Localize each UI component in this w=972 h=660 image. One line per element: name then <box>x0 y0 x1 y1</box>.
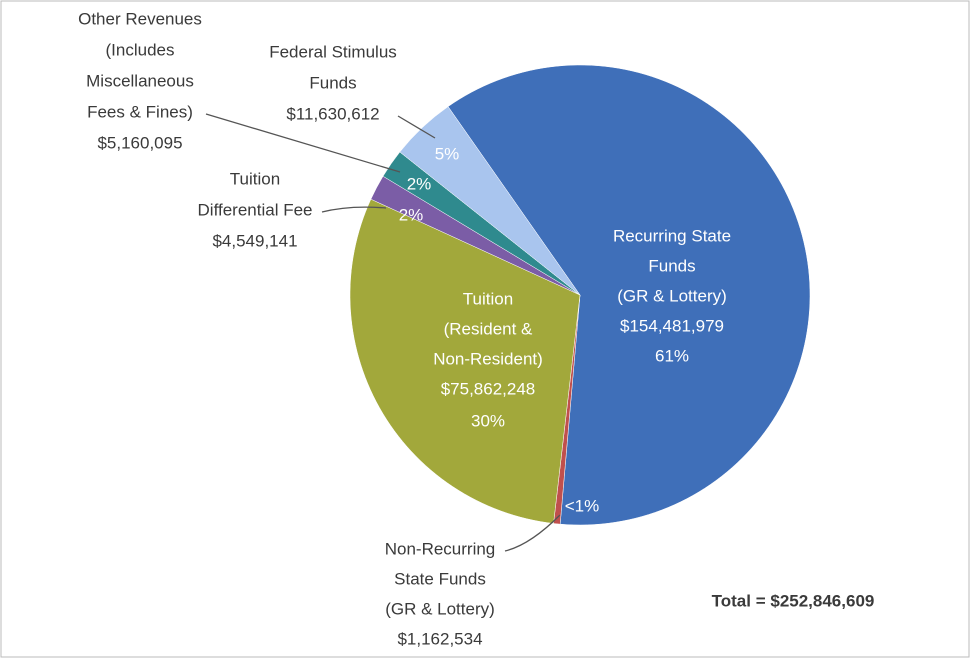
slice-label: Non-Resident) <box>433 349 543 368</box>
slice-label: (GR & Lottery) <box>617 286 727 305</box>
leader-line <box>397 115 436 139</box>
value-label: $1,162,534 <box>397 629 482 648</box>
slice-label: Fees & Fines) <box>87 102 193 121</box>
leader-line <box>321 206 387 213</box>
slice-label: Federal Stimulus <box>269 42 397 61</box>
value-label: $4,549,141 <box>212 231 297 250</box>
percent-label: 2% <box>407 174 432 193</box>
value-label: $5,160,095 <box>97 133 182 152</box>
percent-label: 61% <box>655 346 689 365</box>
slice-label: Tuition <box>230 169 280 188</box>
percent-label: <1% <box>565 496 600 515</box>
slice-label: Non-Recurring <box>385 539 496 558</box>
pie-slice <box>399 106 581 296</box>
percent-label: 2% <box>399 205 424 224</box>
percent-label: 5% <box>435 144 460 163</box>
slice-label: Differential Fee <box>198 200 313 219</box>
pie-slice <box>447 64 811 526</box>
value-label: $11,630,612 <box>286 104 379 123</box>
slice-label: Tuition <box>463 289 513 308</box>
total-annotation: Total = $252,846,609 <box>712 591 875 610</box>
slice-label: State Funds <box>394 569 486 588</box>
value-label: $154,481,979 <box>620 316 724 335</box>
slice-label: Recurring State <box>613 226 731 245</box>
slice-label: Other Revenues <box>78 9 202 28</box>
percent-label: 30% <box>471 411 505 430</box>
slice-label: Miscellaneous <box>86 71 194 90</box>
leader-line <box>205 113 401 173</box>
slice-label: (Resident & <box>444 319 533 338</box>
value-label: $75,862,248 <box>441 379 536 398</box>
slice-label: Funds <box>648 256 695 275</box>
leader-line <box>504 514 561 552</box>
slice-label: (Includes <box>106 40 175 59</box>
slice-label: Funds <box>309 73 356 92</box>
slice-label: (GR & Lottery) <box>385 599 495 618</box>
pie-slice <box>349 198 581 524</box>
